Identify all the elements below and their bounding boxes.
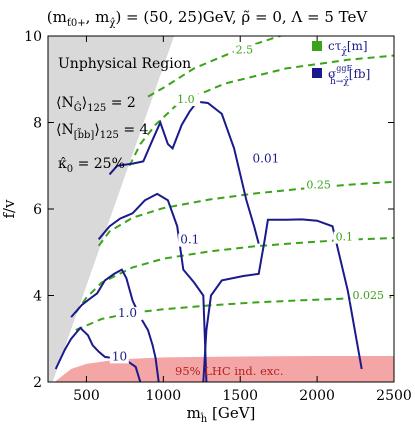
sigma-label-bg-2 bbox=[115, 307, 143, 321]
ctau-contour-2 bbox=[97, 180, 394, 247]
y-tick-label-0: 2 bbox=[33, 375, 42, 391]
sigma-contour-1 bbox=[97, 192, 208, 382]
ctau-label-bg-3 bbox=[333, 231, 359, 244]
ctau-label-1: 1.0 bbox=[177, 93, 195, 106]
sigma-label-1: 0.1 bbox=[180, 233, 199, 247]
chart-title: (mť0+, mχ̂) = (50, 25)GeV, ρ̃ = 0, Λ = 5… bbox=[47, 8, 369, 29]
ctau-contour-0 bbox=[147, 36, 283, 98]
ctau-contour-1 bbox=[128, 54, 394, 167]
sigma-contour-branch-0 bbox=[108, 100, 260, 244]
unphysical-region bbox=[48, 36, 175, 382]
lhc-exclusion-label: 95% LHC ind. exc. bbox=[175, 364, 283, 378]
annotation-ng: ⟨NĜ⟩125 = 2 bbox=[56, 95, 136, 114]
x-tick-label-3: 2000 bbox=[299, 388, 335, 404]
unphysical-region-label: Unphysical Region bbox=[58, 56, 191, 72]
y-tick-label-3: 8 bbox=[33, 116, 42, 132]
ctau-label-bg-4 bbox=[350, 289, 390, 302]
legend-swatch-sigma bbox=[312, 68, 322, 78]
ctau-label-3: 0.1 bbox=[336, 231, 354, 244]
sigma-contour-0 bbox=[202, 218, 363, 382]
x-axis-label: mĥ [GeV] bbox=[187, 404, 256, 425]
legend-label-ctau: cτχ̂[m] bbox=[328, 39, 368, 57]
sigma-label-bg-3 bbox=[109, 350, 129, 364]
y-tick-label-1: 4 bbox=[33, 289, 42, 305]
y-tick-label-4: 10 bbox=[24, 29, 42, 45]
ctau-label-bg-2 bbox=[304, 179, 337, 192]
ctau-contour-3 bbox=[74, 237, 394, 314]
y-axis-label: f/v bbox=[0, 199, 18, 219]
annotation-kappa: κ̂0 = 25% bbox=[58, 156, 125, 175]
legend-label-sigma: σggF ĥ→χ̂[fb] bbox=[328, 64, 370, 87]
x-tick-label-1: 1000 bbox=[146, 388, 182, 404]
x-tick-label-0: 500 bbox=[73, 388, 100, 404]
sigma-label-2: 1.0 bbox=[118, 306, 137, 320]
ctau-label-0: 2.5 bbox=[236, 43, 254, 56]
sigma-label-bg-1 bbox=[178, 233, 205, 247]
ctau-label-bg-0 bbox=[233, 44, 259, 57]
ctau-label-2: 0.25 bbox=[306, 179, 331, 192]
ctau-label-4: 0.025 bbox=[352, 289, 384, 302]
annotation-nbb: ⟨N[b̃b]⟩125 = 4 bbox=[56, 122, 149, 141]
svg-text:(mť0+, mχ̂) = (50, 25)GeV, ρ̃: (mť0+, mχ̂) = (50, 25)GeV, ρ̃ = 0, Λ = 5… bbox=[47, 8, 369, 29]
sigma-label-3: 10 bbox=[112, 349, 127, 363]
sigma-label-0: 0.01 bbox=[253, 151, 280, 165]
ctau-label-bg-1 bbox=[175, 94, 201, 107]
sigma-label-bg-0 bbox=[250, 152, 285, 166]
lhc-exclusion-region bbox=[55, 356, 394, 382]
sigma-contour-2 bbox=[70, 268, 160, 382]
legend: cτχ̂[m] σggF ĥ→χ̂[fb] bbox=[312, 39, 370, 87]
x-tick-label-2: 1500 bbox=[222, 388, 258, 404]
y-tick-label-2: 6 bbox=[33, 202, 42, 218]
x-tick-label-4: 2500 bbox=[376, 388, 412, 404]
legend-swatch-ctau bbox=[312, 41, 322, 51]
